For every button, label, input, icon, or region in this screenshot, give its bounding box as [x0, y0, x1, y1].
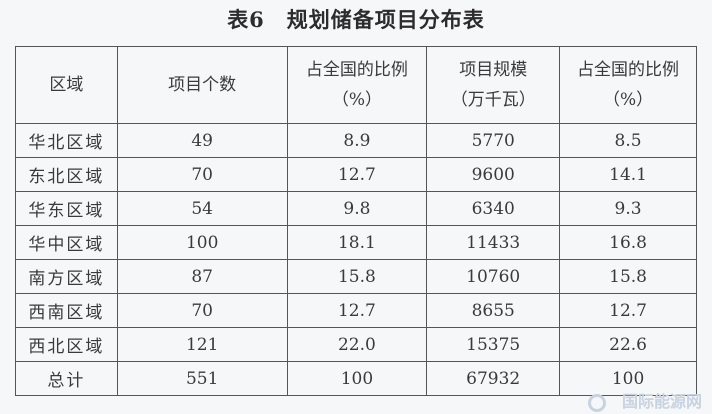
- cell-count-share: 12.7: [286, 157, 428, 192]
- cell-count-share: 8.9: [286, 123, 428, 158]
- cell-count-share: 15.8: [286, 259, 428, 294]
- cell-scale-share: 9.3: [559, 191, 697, 226]
- header-label: 区域: [49, 75, 84, 95]
- table-row: 华北区域 49 8.9 5770 8.5: [15, 123, 697, 158]
- cell-project-scale: 11433: [426, 225, 561, 260]
- cell-count-share: 12.7: [286, 293, 428, 328]
- header-label: 项目个数: [168, 75, 237, 95]
- cell-project-scale: 67932: [426, 361, 561, 396]
- cell-scale-share: 12.7: [559, 293, 697, 328]
- cell-project-count: 70: [116, 293, 288, 328]
- cell-count-share: 18.1: [286, 225, 428, 260]
- cell-project-scale: 5770: [426, 123, 561, 158]
- cell-project-scale: 10760: [426, 259, 561, 294]
- header-scale-share: 占全国的比例 （%）: [559, 46, 697, 124]
- cell-scale-share: 22.6: [559, 327, 697, 362]
- table-row: 西南区域 70 12.7 8655 12.7: [15, 293, 697, 328]
- table-row: 华中区域 100 18.1 11433 16.8: [15, 225, 697, 260]
- cell-project-scale: 8655: [426, 293, 561, 328]
- cell-project-count: 70: [116, 157, 288, 192]
- table-row: 华东区域 54 9.8 6340 9.3: [15, 191, 697, 226]
- cell-scale-share: 16.8: [559, 225, 697, 260]
- table-title: 表6 规划储备项目分布表: [227, 7, 485, 32]
- cell-project-count: 54: [116, 191, 288, 226]
- cell-scale-share: 8.5: [559, 123, 697, 158]
- cell-project-scale: 15375: [426, 327, 561, 362]
- watermark-logo-icon: [588, 394, 606, 412]
- header-count-share: 占全国的比例 （%）: [286, 46, 428, 124]
- cell-region: 华中区域: [15, 225, 118, 260]
- cell-region: 西北区域: [15, 327, 118, 362]
- cell-project-count: 121: [116, 327, 288, 362]
- cell-project-count: 87: [116, 259, 288, 294]
- table-row: 南方区域 87 15.8 10760 15.8: [15, 259, 697, 294]
- header-region: 区域: [15, 46, 118, 124]
- cell-scale-share: 14.1: [559, 157, 697, 192]
- header-project-scale: 项目规模 （万千瓦）: [426, 46, 561, 124]
- header-unit: （%）: [602, 90, 654, 110]
- header-project-count: 项目个数: [116, 46, 288, 124]
- watermark: 国际能源网: [621, 392, 702, 411]
- table-row: 东北区域 70 12.7 9600 14.1: [15, 157, 697, 192]
- cell-project-count: 100: [116, 225, 288, 260]
- table-row: 西北区域 121 22.0 15375 22.6: [15, 327, 697, 362]
- header-label: 占全国的比例: [305, 60, 408, 80]
- cell-project-count: 49: [116, 123, 288, 158]
- header-label: 项目规模: [459, 60, 528, 80]
- cell-project-scale: 9600: [426, 157, 561, 192]
- header-unit: （万千瓦）: [450, 90, 536, 110]
- table-row: 总计 551 100 67932 100: [15, 361, 697, 396]
- cell-count-share: 100: [286, 361, 428, 396]
- cell-region: 南方区域: [15, 259, 118, 294]
- header-row: 区域 项目个数 占全国的比例 （%） 项目规模 （万千瓦） 占全国的比例 （%）: [15, 46, 697, 124]
- project-distribution-table: 区域 项目个数 占全国的比例 （%） 项目规模 （万千瓦） 占全国的比例 （%） 华北…: [15, 46, 697, 396]
- cell-project-count: 551: [116, 361, 288, 396]
- cell-region: 西南区域: [15, 293, 118, 328]
- header-label: 占全国的比例: [577, 60, 680, 80]
- cell-count-share: 9.8: [286, 191, 428, 226]
- cell-region: 东北区域: [15, 157, 118, 192]
- cell-count-share: 22.0: [286, 327, 428, 362]
- cell-project-scale: 6340: [426, 191, 561, 226]
- cell-region: 华东区域: [15, 191, 118, 226]
- cell-region: 总计: [15, 361, 118, 396]
- cell-scale-share: 15.8: [559, 259, 697, 294]
- header-unit: （%）: [331, 90, 382, 110]
- cell-region: 华北区域: [15, 123, 118, 158]
- cell-scale-share: 100: [559, 361, 697, 396]
